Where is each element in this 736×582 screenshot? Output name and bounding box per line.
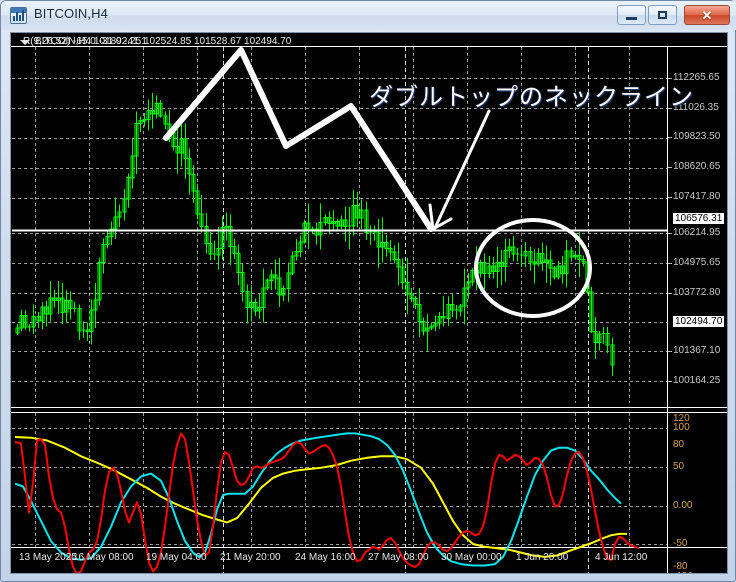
time-axis-label: 16 May 08:00: [73, 552, 134, 563]
price-axis-tick: [668, 197, 672, 198]
double-top-polyline: [163, 47, 434, 232]
minimize-button[interactable]: [617, 5, 646, 25]
time-axis-label: 1 Jun 20:00: [516, 552, 569, 563]
indicator-lines: [14, 432, 640, 573]
indicator-axis-label: -50: [673, 538, 688, 549]
indicator-grid-horizontal: [12, 428, 667, 545]
indicator-grid-vertical: [35, 413, 630, 547]
price-axis-label: 106576.31: [673, 213, 725, 224]
price-axis-tick: [668, 167, 672, 168]
maximize-icon: [649, 6, 676, 24]
indicator-axis-label: 50: [673, 461, 685, 472]
time-axis-label: 30 May 00:00: [441, 552, 502, 563]
price-axis-label: 101367.10: [673, 345, 721, 356]
price-axis-tick: [668, 263, 672, 264]
time-axis-label: 4 Jun 12:00: [595, 552, 648, 563]
chart-client-area[interactable]: BITCOIN,H4 101892.25 102524.85 101528.67…: [10, 32, 728, 574]
price-axis-label: 104975.65: [673, 257, 721, 268]
indicator-axis-label: -80: [673, 561, 688, 572]
chart-text-annotation: ダブルトップのネックライン: [369, 83, 694, 111]
main-grid-horizontal: [12, 78, 667, 382]
time-axis-label: 13 May 2025: [19, 552, 77, 563]
price-axis-tick: [668, 293, 672, 294]
indicator-axis-label: 0.00: [673, 500, 693, 511]
price-axis-tick: [668, 108, 672, 109]
main-grid-vertical: [35, 47, 630, 403]
price-axis-tick: [668, 78, 672, 79]
price-axis-label: 109823.50: [673, 131, 721, 142]
price-axis-label: 106214.95: [673, 227, 721, 238]
annotation-arrow: [428, 109, 491, 232]
price-axis-tick: [668, 381, 672, 382]
price-axis-label: 112265.65: [673, 72, 720, 83]
price-axis-label: 102494.70: [673, 316, 725, 327]
time-axis-label: 19 May 04:00: [146, 552, 207, 563]
close-button[interactable]: ✕: [684, 5, 730, 25]
chart-dropdown-caret-icon[interactable]: [20, 40, 30, 45]
chart-window-icon: [10, 7, 27, 24]
maximize-button[interactable]: [648, 5, 677, 25]
time-axis-label: 27 May 08:00: [368, 552, 429, 563]
price-axis-label: 100164.25: [673, 375, 721, 386]
candlestick-series: [15, 92, 615, 376]
price-axis-label: 107417.80: [673, 191, 721, 202]
price-axis-label: 111026.35: [673, 102, 719, 113]
indicator-axis-label: 80: [673, 439, 685, 450]
time-axis-label: 21 May 20:00: [220, 552, 281, 563]
price-axis-tick: [668, 233, 672, 234]
window-titlebar[interactable]: BITCOIN,H4 ✕: [1, 1, 736, 30]
price-axis-tick: [668, 137, 672, 138]
window-title: BITCOIN,H4: [34, 6, 108, 21]
indicator-axis-label: -100: [673, 571, 693, 573]
time-axis-label: 24 May 16:00: [295, 552, 356, 563]
period-separators: [223, 47, 589, 573]
indicator-axis-label: 100: [673, 422, 690, 433]
chart-graphics: [11, 46, 727, 573]
price-axis-label: 108620.65: [673, 161, 721, 172]
highlight-ellipse: [474, 218, 592, 318]
ohlc-readout: BITCOIN,H4 101892.25 102524.85 101528.67…: [35, 36, 292, 47]
chart-canvas[interactable]: BITCOIN,H4 101892.25 102524.85 101528.67…: [11, 33, 727, 573]
minimize-icon: [618, 6, 645, 24]
indicator-axis-label: 120: [673, 413, 690, 424]
close-icon: ✕: [701, 7, 713, 23]
price-axis-label: 103772.80: [673, 287, 721, 298]
indicator-readout: R(9,26,52) -65.0 -31.0 -41.1: [23, 36, 147, 47]
price-axis-tick: [668, 351, 672, 352]
